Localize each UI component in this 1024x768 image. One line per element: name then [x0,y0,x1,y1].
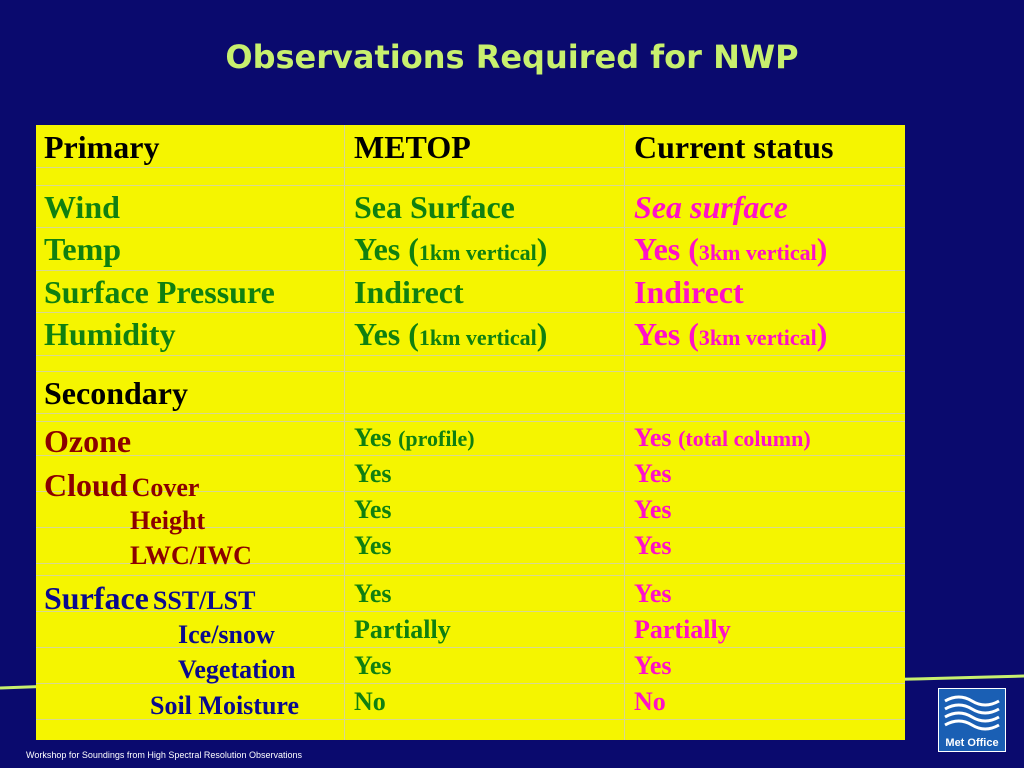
row-surface-ice-metop: Partially [354,615,451,644]
footer-text: Workshop for Soundings from High Spectra… [26,750,302,760]
row-surface-ice-status: Partially [634,615,731,644]
row-cloud-lwc-status: Yes [634,531,672,560]
row-surface-pressure-label: Surface Pressure [44,274,275,310]
slide-title: Observations Required for NWP [225,38,799,76]
header-primary: Primary [44,129,160,165]
row-surface-soil-status: No [634,687,666,716]
logo-label: Met Office [945,737,999,749]
row-wind-metop: Sea Surface [354,189,515,225]
row-temp-status: Yes (3km vertical) [634,231,828,267]
row-cloud-height-status: Yes [634,495,672,524]
row-surface-veg-label: Vegetation [178,655,296,684]
row-surface-sst-status: Yes [634,579,672,608]
row-cloud-lwc-metop: Yes [354,531,392,560]
row-surface-sst-metop: Yes [354,579,392,608]
row-cloud-cover-label: Cloud Cover [44,467,200,503]
row-humidity-status: Yes (3km vertical) [634,316,828,352]
row-cloud-lwc-label: LWC/IWC [130,541,252,570]
header-metop: METOP [354,129,471,165]
row-cloud-height-metop: Yes [354,495,392,524]
row-ozone-label: Ozone [44,423,132,459]
row-wind-status: Sea surface [634,189,788,225]
row-humidity-label: Humidity [44,316,176,352]
row-surface-pressure-status: Indirect [634,274,744,310]
row-cloud-cover-status: Yes [634,459,672,488]
row-humidity-metop: Yes (1km vertical) [354,316,548,352]
row-ozone-status: Yes (total column) [634,423,811,452]
row-cloud-height-label: Height [130,506,206,535]
row-wind-label: Wind [44,189,120,225]
secondary-heading: Secondary [44,375,188,411]
row-surface-pressure-metop: Indirect [354,274,464,310]
row-temp-label: Temp [44,231,122,267]
row-surface-sst-label: Surface SST/LST [44,580,256,616]
met-office-logo: Met Office [938,688,1006,752]
row-ozone-metop: Yes (profile) [354,423,475,452]
row-surface-ice-label: Ice/snow [178,620,275,649]
row-cloud-cover-metop: Yes [354,459,392,488]
row-temp-metop: Yes (1km vertical) [354,231,548,267]
header-current-status: Current status [634,129,834,165]
observations-table: Primary METOP Current status Wind Sea Su… [36,125,905,740]
row-surface-soil-metop: No [354,687,386,716]
row-surface-soil-label: Soil Moisture [150,691,300,720]
row-surface-veg-status: Yes [634,651,672,680]
wave-icon [944,695,1000,731]
row-surface-veg-metop: Yes [354,651,392,680]
